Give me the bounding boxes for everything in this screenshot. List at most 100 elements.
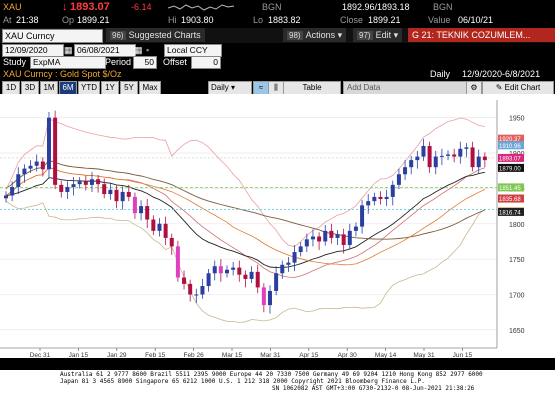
high-label: Hi: [168, 15, 177, 25]
candle-body: [433, 156, 438, 168]
chart-area[interactable]: 19501900185018001750170016501920.371910.…: [0, 94, 555, 366]
x-tick-label: Mar 15: [222, 352, 243, 358]
period-button-6m[interactable]: 6M: [59, 81, 77, 95]
candle-body: [280, 264, 285, 274]
price-change: -6.14: [131, 2, 152, 12]
x-tick-label: Mar 31: [260, 352, 281, 358]
candle-body: [310, 236, 315, 240]
footer: Australia 61 2 9777 8600 Brazil 5511 239…: [0, 370, 555, 400]
candle-body: [482, 156, 487, 161]
candle-body: [120, 191, 125, 202]
candle-body: [163, 223, 168, 238]
time-value: 21:38: [16, 15, 39, 25]
study-select[interactable]: ExpMA: [30, 56, 106, 69]
table-button[interactable]: Table: [283, 81, 341, 95]
source-1: BGN: [262, 2, 282, 12]
price-tag-label: 1920.37: [499, 137, 521, 143]
candle-body: [4, 195, 8, 199]
quote-row-1: XAU ↓ 1893.07 -6.14 BGN 1892.96/1893.18 …: [0, 0, 555, 14]
time-label: At: [3, 15, 12, 25]
period-button-1y[interactable]: 1Y: [101, 81, 119, 95]
security-input[interactable]: XAU Curncy: [2, 29, 103, 43]
candle-body: [298, 246, 303, 253]
candle-body: [267, 290, 272, 306]
line-chart-icon[interactable]: ≈: [253, 81, 269, 95]
actions-button[interactable]: 98) Actions ▾: [283, 28, 348, 42]
x-tick-label: May 14: [375, 352, 397, 358]
period-button-ytd[interactable]: YTD: [78, 81, 100, 95]
frequency-label: Daily: [430, 69, 451, 79]
candle-body: [329, 230, 334, 238]
candle-body: [335, 234, 340, 238]
period-input[interactable]: 50: [133, 56, 157, 69]
y-tick-label: 1800: [509, 222, 525, 229]
price-tag: [498, 141, 524, 150]
edit-button[interactable]: 97) Edit ▾: [353, 28, 404, 42]
price-tag-label: 1879.00: [499, 166, 521, 172]
date-range-label: 12/9/2020-6/8/2021: [462, 69, 541, 79]
candle-body: [458, 148, 463, 157]
period-button-3d[interactable]: 3D: [21, 81, 39, 95]
y-tick-label: 1750: [509, 257, 525, 264]
value-date: 06/10/21: [458, 15, 494, 25]
chart-subtitle: XAU Curncy : Gold Spot $/Oz: [3, 69, 122, 79]
calendar-icon[interactable]: ▦: [134, 45, 143, 55]
bollinger-lower-line: [5, 200, 486, 323]
add-data-input[interactable]: Add Data: [343, 81, 468, 95]
period-button-1d[interactable]: 1D: [2, 81, 20, 95]
x-tick-label: Jan 15: [69, 352, 89, 358]
frequency-dropdown-label: Daily: [211, 83, 229, 92]
candle-body: [225, 269, 230, 274]
ma-mid-line: [5, 167, 486, 266]
quote-row-2: At 21:38 Op 1899.21 Hi 1903.80 Lo 1883.8…: [0, 14, 555, 27]
candle-body: [132, 196, 137, 214]
price-chart[interactable]: 19501900185018001750170016501920.371910.…: [0, 94, 555, 366]
candle-body: [77, 181, 82, 185]
x-tick-label: May 31: [413, 352, 435, 358]
sparkline-icon: [168, 4, 235, 11]
price-tag-label: 1835.68: [499, 197, 521, 203]
close-label: Close: [340, 15, 364, 25]
candle-body: [126, 191, 131, 197]
period-button-5y[interactable]: 5Y: [120, 81, 138, 95]
study-controls: Study ExpMA Period 50 Offset 0: [0, 56, 555, 69]
candle-body: [157, 223, 162, 231]
bar-chart-icon[interactable]: ⫼: [268, 81, 284, 95]
edit-chart-label: Edit Chart: [504, 83, 541, 92]
candle-body: [476, 156, 481, 168]
candle-body: [237, 267, 242, 275]
candle-body: [415, 156, 420, 161]
edit-chart-button[interactable]: ✎ Edit Chart: [482, 81, 554, 95]
candle-body: [89, 179, 94, 185]
chevron-down-icon: ▾: [393, 30, 399, 40]
candle-body: [396, 174, 401, 185]
candle-body: [274, 273, 279, 291]
candle-body: [372, 196, 377, 202]
calendar-icon[interactable]: ▦: [64, 45, 73, 55]
candle-body: [218, 266, 223, 274]
period-button-1m[interactable]: 1M: [40, 81, 58, 95]
footer-contacts-2: Japan 81 3 4565 8900 Singapore 65 6212 1…: [60, 378, 425, 385]
price-tag: [498, 183, 524, 192]
candle-body: [439, 155, 444, 157]
offset-input[interactable]: 0: [191, 56, 221, 69]
chart-title-tab[interactable]: G 21: TEKNIK COZUMLEM...: [408, 28, 555, 42]
x-tick-label: Dec 31: [30, 352, 51, 358]
settings-icon[interactable]: ⚙: [466, 81, 482, 95]
open-label: Op: [62, 15, 75, 25]
candle-body: [243, 274, 248, 279]
candle-body: [341, 234, 346, 245]
y-tick-label: 1950: [509, 116, 525, 123]
frequency-dropdown[interactable]: Daily ▾: [208, 81, 252, 95]
suggested-num: 96): [110, 31, 126, 40]
period-button-max[interactable]: Max: [139, 81, 161, 95]
low-label: Lo: [253, 15, 264, 25]
candle-body: [114, 189, 119, 202]
suggested-charts-button[interactable]: 96) Suggested Charts: [106, 28, 206, 42]
candle-body: [347, 230, 352, 245]
candle-body: [403, 167, 408, 175]
dropdown-icon[interactable]: ▪: [146, 45, 150, 55]
footer-contacts-1: Australia 61 2 9777 8600 Brazil 5511 239…: [60, 371, 483, 378]
candle-body: [409, 160, 414, 168]
candle-body: [261, 287, 266, 306]
